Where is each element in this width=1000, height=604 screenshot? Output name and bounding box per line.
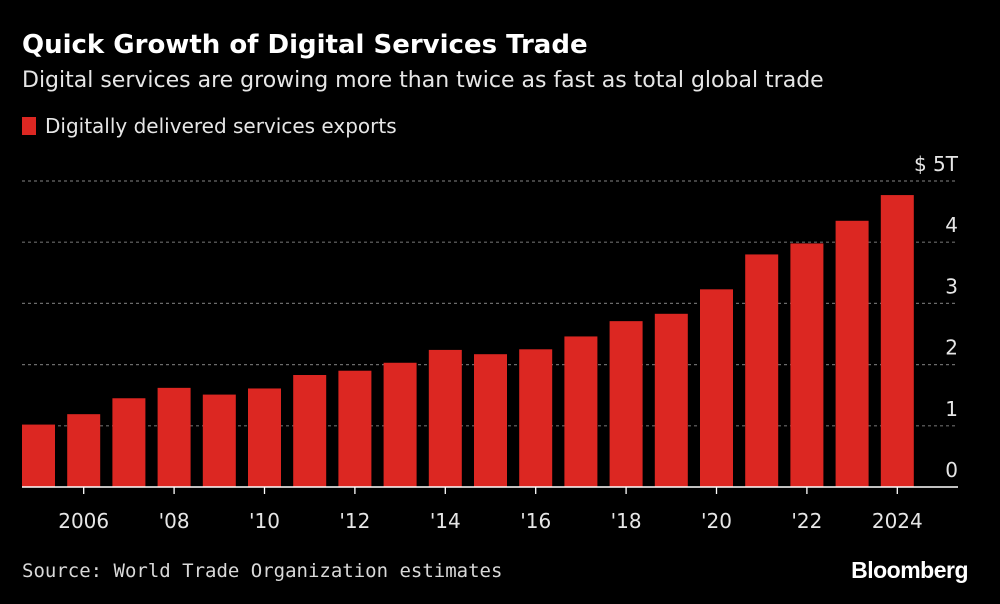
legend: Digitally delivered services exports (22, 114, 397, 138)
y-tick-label: $ 5T (914, 152, 959, 176)
bar (22, 424, 55, 487)
y-tick-label: 2 (945, 336, 958, 360)
bar (745, 254, 779, 487)
bloomberg-logo: Bloomberg (851, 557, 968, 583)
x-tick-label: '22 (791, 509, 822, 533)
bar (790, 243, 824, 487)
y-tick-label: 4 (945, 213, 958, 237)
x-tick-label: '14 (430, 509, 461, 533)
bar (880, 195, 914, 488)
bar (519, 349, 553, 487)
x-tick-label: '12 (339, 509, 370, 533)
bar (564, 336, 598, 487)
bar (67, 414, 101, 487)
y-tick-label: 3 (945, 274, 958, 298)
source-note: Source: World Trade Organization estimat… (22, 560, 503, 582)
x-tick-label: 2006 (58, 509, 109, 533)
bar (383, 362, 417, 487)
x-tick-label: '20 (701, 509, 732, 533)
legend-label: Digitally delivered services exports (45, 114, 397, 138)
bar (474, 354, 507, 487)
bar (157, 387, 191, 487)
bar (654, 313, 688, 487)
x-tick-label: 2024 (872, 509, 923, 533)
bar (293, 375, 327, 487)
bar (338, 370, 372, 487)
x-tick-label: '18 (611, 509, 642, 533)
chart-subtitle: Digital services are growing more than t… (22, 68, 824, 93)
bar (835, 220, 869, 487)
y-tick-label: 0 (945, 458, 958, 482)
legend-swatch (22, 117, 36, 135)
x-tick-label: '10 (249, 509, 280, 533)
chart-title: Quick Growth of Digital Services Trade (22, 30, 588, 60)
x-tick-label: '08 (159, 509, 190, 533)
bar (428, 349, 462, 487)
bar (202, 394, 236, 487)
x-tick-label: '16 (520, 509, 551, 533)
bar (609, 321, 643, 487)
bar (112, 398, 146, 487)
bar (248, 388, 281, 487)
bar (700, 289, 733, 487)
y-tick-label: 1 (945, 397, 958, 421)
